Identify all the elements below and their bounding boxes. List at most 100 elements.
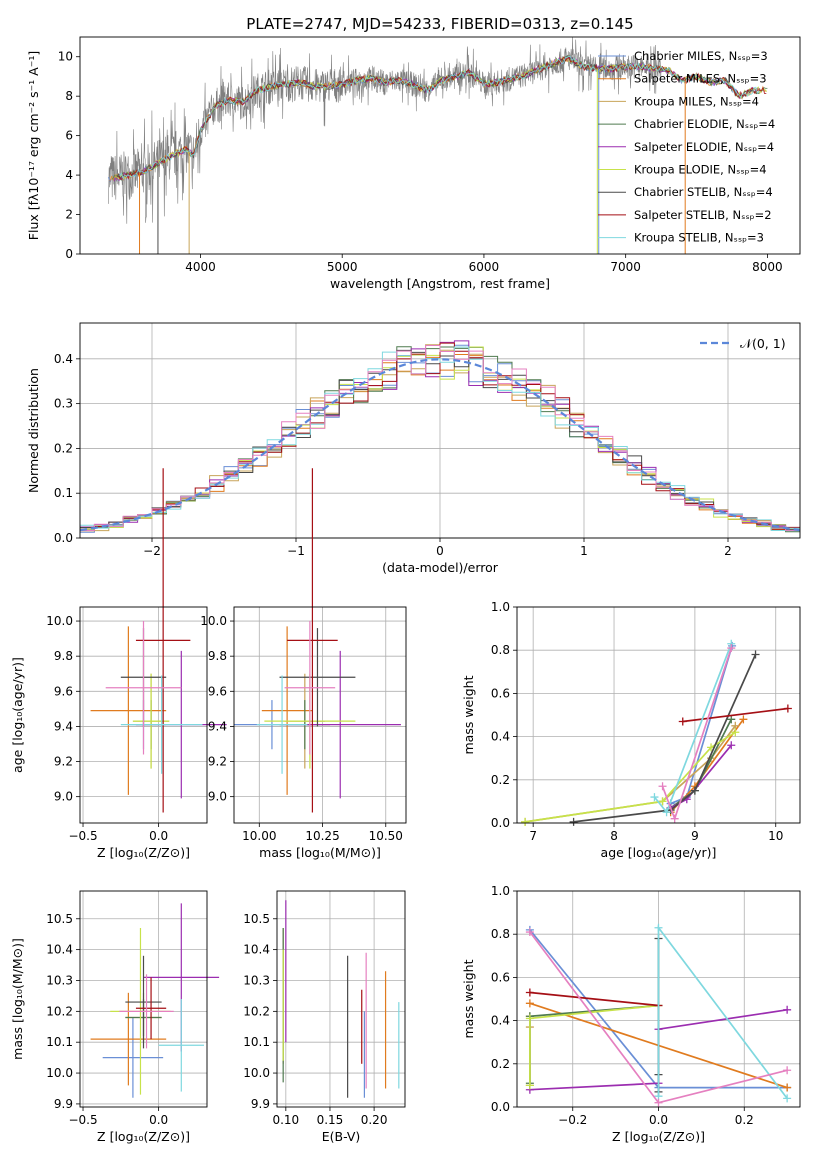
axes-frame (516, 890, 801, 1108)
x-tick-label: 0.15 (317, 1113, 344, 1127)
histogram-step (80, 345, 800, 531)
weight-marker (654, 1098, 663, 1107)
x-axis-label: Z [log₁₀(Z/Z⊙)] (97, 845, 190, 860)
x-tick-label: −0.5 (68, 1113, 97, 1127)
weight-marker (727, 715, 736, 724)
axes-frame (276, 890, 406, 1108)
weight-marker (662, 808, 671, 817)
y-tick-label: 0.2 (491, 1057, 510, 1071)
weight-line (529, 991, 659, 1007)
plot-area (234, 468, 401, 813)
legend-label: Chabrier STELIB, Nₛₛₚ=4 (634, 185, 773, 199)
x-tick-label: 0.10 (272, 1113, 299, 1127)
y-tick-label: 10.5 (243, 912, 270, 926)
plot-area (90, 468, 227, 813)
x-tick-label: 6000 (469, 260, 500, 274)
y-tick-label: 9.0 (208, 790, 227, 804)
x-axis-label: wavelength [Angstrom, rest frame] (330, 276, 550, 291)
legend-label: Kroupa ELODIE, Nₛₛₚ=4 (634, 163, 767, 177)
axes-frame (516, 606, 801, 824)
chart-residuals: −2 −1 0 1 2 0.0 0.1 0.2 0.3 0.4 (data-model)/error… (26, 322, 801, 575)
y-tick-label: 9.8 (54, 649, 73, 663)
legend-label: Salpeter MILES, Nₛₛₚ=3 (634, 72, 767, 86)
weight-marker (731, 728, 740, 737)
x-tick-label: −0.2 (558, 1113, 587, 1127)
y-tick-label: 9.9 (54, 1097, 73, 1111)
y-tick-label: 0.2 (54, 441, 73, 455)
y-tick-label: 9.2 (208, 755, 227, 769)
y-tick-label: 9.4 (54, 719, 73, 733)
weight-marker (525, 999, 534, 1008)
weight-marker (670, 814, 679, 823)
y-tick-label: 1.0 (491, 884, 510, 898)
plot-area (521, 639, 792, 826)
y-tick-label: 10.3 (243, 973, 270, 987)
y-tick-label: 1.0 (491, 600, 510, 614)
y-tick-label: 0.8 (491, 643, 510, 657)
y-axis-label: Normed distribution (26, 368, 41, 493)
y-tick-label: 0.4 (54, 352, 73, 366)
plot-area (282, 900, 400, 1098)
y-tick-label: 10.5 (46, 912, 73, 926)
legend-label: Chabrier ELODIE, Nₛₛₚ=4 (634, 117, 775, 131)
weight-marker (783, 1066, 792, 1075)
weight-marker (751, 650, 760, 659)
x-tick-label: 0.0 (149, 829, 168, 843)
x-tick-label: 10.25 (305, 829, 339, 843)
y-axis-label: Flux [fλ10⁻¹⁷ erg cm⁻² s⁻¹ A⁻¹] (26, 51, 41, 240)
y-axis-label: age [log₁₀(age/yr)] (10, 657, 25, 773)
histogram-step (80, 346, 800, 531)
y-tick-label: 10.4 (243, 943, 270, 957)
x-tick-label: 0.0 (649, 1113, 668, 1127)
x-tick-label: 8000 (752, 260, 783, 274)
weight-marker (783, 1005, 792, 1014)
x-tick-label: 0.20 (361, 1113, 388, 1127)
x-axis-label: Z [log₁₀(Z/Z⊙)] (612, 1129, 705, 1144)
x-tick-label: 4000 (185, 260, 216, 274)
y-tick-label: 9.4 (208, 719, 227, 733)
y-tick-label: 10.2 (46, 1004, 73, 1018)
y-tick-label: 6 (65, 129, 73, 143)
y-tick-label: 10.0 (46, 614, 73, 628)
axes-frame (79, 322, 801, 539)
y-tick-label: 0.4 (491, 730, 510, 744)
x-tick-label: 10.50 (369, 829, 403, 843)
y-tick-label: 0.1 (54, 486, 73, 500)
chart-age_vs_Z: −0.5 0.0 9.0 9.2 9.4 9.6 9.8 10.0 Z [log₁₀(Z/Z⊙)… (10, 468, 227, 860)
weight-marker (678, 717, 687, 726)
y-tick-label: 0 (65, 247, 73, 261)
x-axis-label: (data-model)/error (382, 560, 499, 575)
x-tick-label: −2 (143, 544, 161, 558)
y-axis-label: mass weight (461, 675, 476, 754)
y-tick-label: 10.1 (46, 1035, 73, 1049)
axes-frame (79, 890, 208, 1108)
weight-marker (654, 923, 663, 932)
weight-marker (525, 1081, 534, 1090)
chart-weight_vs_Z: −0.2 0.0 0.2 0.0 0.2 0.4 0.6 0.8 1.0 Z [log₁₀(Z/Z… (461, 884, 801, 1144)
x-tick-label: −0.5 (68, 829, 97, 843)
legend-label: Kroupa STELIB, Nₛₛₚ=3 (634, 231, 764, 245)
y-tick-label: 0.2 (491, 773, 510, 787)
weight-marker (525, 1014, 534, 1023)
y-tick-label: 0.0 (491, 1100, 510, 1114)
y-tick-label: 10.4 (46, 943, 73, 957)
x-axis-label: E(B-V) (322, 1129, 361, 1144)
x-tick-label: 10 (768, 829, 783, 843)
legend: 𝒩(0, 1) (700, 336, 786, 351)
axes-frame (233, 606, 407, 824)
x-axis-label: mass [log₁₀(M/M⊙)] (259, 845, 381, 860)
legend-label: 𝒩(0, 1) (740, 336, 786, 351)
weight-marker (658, 797, 667, 806)
x-tick-label: 0.0 (149, 1113, 168, 1127)
x-tick-label: −1 (287, 544, 305, 558)
y-tick-label: 0.0 (54, 531, 73, 545)
y-tick-label: 9.0 (54, 790, 73, 804)
y-axis-label: mass [log₁₀(M/M⊙)] (10, 938, 25, 1060)
y-tick-label: 0.6 (491, 970, 510, 984)
chart-spectrum: 4000 5000 6000 7000 8000 0 2 4 6 8 10 wavelength [A… (26, 36, 801, 291)
weight-line (524, 731, 736, 823)
y-tick-label: 10.0 (200, 614, 227, 628)
y-tick-label: 4 (65, 168, 73, 182)
weight-marker (525, 988, 534, 997)
weight-line (573, 654, 757, 823)
